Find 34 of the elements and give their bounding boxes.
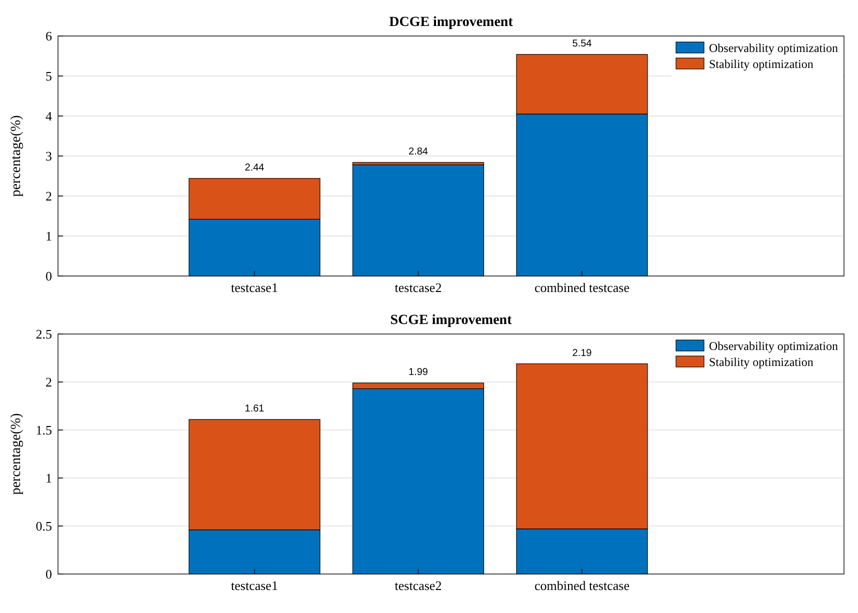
total-label: 2.84: [408, 146, 428, 158]
y-tick-label: 0: [46, 566, 52, 582]
y-tick-label: 3: [46, 148, 52, 164]
legend-label: Stability optimization: [709, 57, 814, 72]
total-label: 2.44: [244, 162, 265, 174]
x-tick-label: testcase1: [231, 578, 278, 593]
x-tick-label: testcase2: [394, 280, 442, 295]
y-tick-label: 0: [46, 268, 52, 284]
x-tick-label: combined testcase: [534, 578, 630, 593]
chart-title: DCGE improvement: [389, 15, 514, 30]
y-tick-label: 2: [46, 188, 52, 204]
y-tick-label: 0.5: [36, 518, 52, 534]
total-label: 1.61: [244, 403, 265, 414]
y-tick-label: 1: [46, 228, 52, 244]
y-tick-label: 2.5: [36, 326, 52, 342]
legend-label: Observability optimization: [709, 41, 838, 56]
y-tick-label: 2: [46, 374, 52, 390]
y-tick-label: 4: [46, 108, 52, 124]
y-tick-label: 1: [46, 470, 52, 486]
chart-title: SCGE improvement: [390, 313, 512, 328]
bar: [352, 164, 484, 276]
total-label: 5.54: [572, 38, 592, 50]
x-tick-label: testcase1: [231, 280, 278, 295]
y-tick-label: 5: [46, 68, 52, 84]
y-axis-title: percentage(%): [9, 412, 24, 495]
x-tick-label: testcase2: [394, 578, 442, 593]
total-label: 2.19: [572, 348, 592, 359]
y-tick-label: 6: [46, 28, 52, 44]
legend-label: Observability optimization: [709, 339, 838, 354]
x-tick-label: combined testcase: [534, 280, 630, 295]
total-label: 1.99: [408, 366, 428, 378]
y-axis-title: percentage(%): [9, 114, 24, 197]
y-tick-label: 1.5: [36, 422, 52, 438]
legend-label: Stability optimization: [709, 355, 814, 370]
